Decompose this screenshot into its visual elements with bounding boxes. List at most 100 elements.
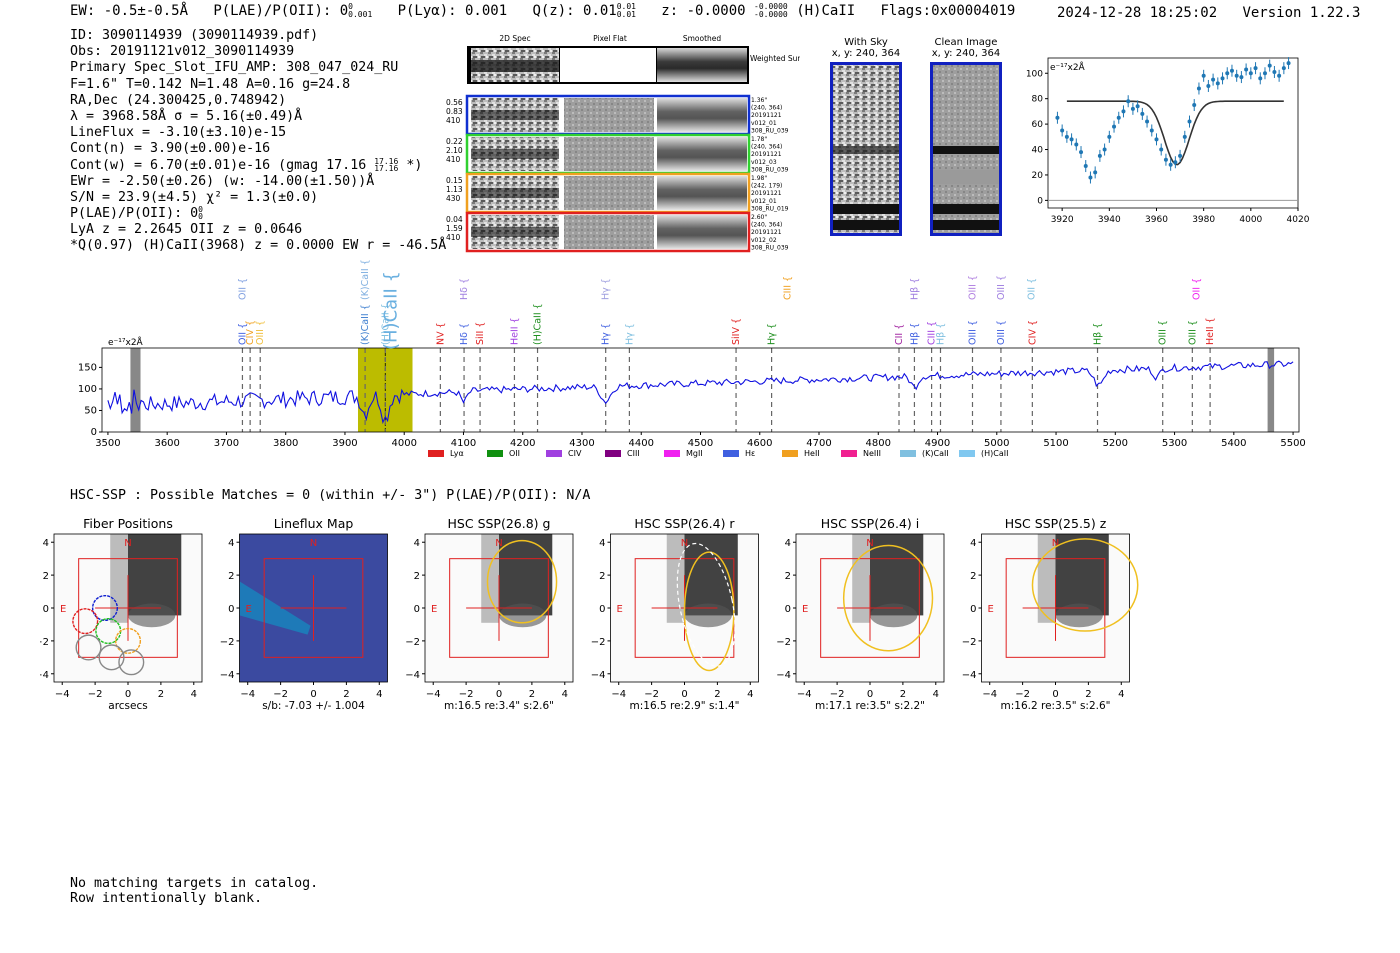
hsc-xtick-label: 4: [376, 689, 382, 700]
stamp-row-right-label: 1.78": [751, 136, 767, 143]
hsc-ytick-label: 2: [414, 571, 420, 582]
fit-point: [1211, 77, 1216, 82]
hsc-panel-title: HSC SSP(26.4) r: [634, 516, 735, 531]
hsc-ytick-label: 4: [785, 538, 791, 549]
hsc-east-label: E: [431, 604, 437, 615]
fit-point: [1163, 157, 1168, 162]
hsc-ytick-label: 0: [414, 604, 420, 615]
header-timestamp: 2024-12-28 18:25:02: [1057, 5, 1218, 21]
hsc-east-label: E: [988, 604, 994, 615]
fit-point: [1060, 128, 1065, 133]
stamp-row-left-label: 410: [446, 116, 461, 125]
spectrum-line-label: Hβ {: [935, 323, 946, 345]
hsc-xtick-label: 0: [681, 689, 687, 700]
fit-point: [1149, 128, 1154, 133]
fit-point: [1206, 83, 1211, 88]
spectrum-line-label: (H)CaII {: [380, 303, 391, 345]
fit-point: [1102, 147, 1107, 152]
stamp-row-right-label: v012_02: [751, 237, 777, 244]
fit-ytick-label: 100: [1026, 69, 1043, 79]
hsc-image-source: [499, 534, 553, 616]
header-plae-sub: 0.001: [348, 10, 373, 19]
fit-point: [1140, 111, 1145, 116]
hsc-ytick-label: 0: [228, 604, 234, 615]
fiber-position-circle: [72, 608, 99, 635]
stamp-2d-trace: [471, 188, 559, 198]
stamp-pixel-flat: [564, 137, 654, 171]
spectrum-units-label: e⁻¹⁷x2Å: [108, 336, 144, 348]
fit-point: [1112, 124, 1117, 129]
fit-point: [1281, 66, 1286, 71]
stamp-row-right-label: (242, 179): [751, 183, 782, 190]
fit-xtick-label: 3980: [1192, 215, 1215, 225]
spectrum-line-label-top: OII {: [1191, 278, 1202, 300]
hsc-panel-title: HSC SSP(25.5) z: [1005, 516, 1107, 531]
hsc-xtick-label: −2: [644, 689, 659, 700]
stamp-row-right-label: 2.60": [751, 214, 767, 221]
fit-point: [1121, 109, 1126, 114]
info-contw-sub: 17.16: [374, 163, 399, 173]
info-contw: Cont(w) = 6.70(±0.01)e-16 (gmag 17.16 17…: [70, 156, 423, 173]
hsc-ytick-label: −4: [220, 670, 235, 681]
hsc-image-source: [1055, 534, 1109, 616]
spectrum-ytick-label: 150: [78, 362, 97, 373]
spectrum-line-label: CIV {: [1027, 320, 1038, 345]
spectrum-legend-label: CIII: [627, 449, 640, 458]
hsc-panel: N E −4 −2 0 2 4 4 2 0 −2 −4 HSC SSP(25.5) z m:16.2 re…: [962, 516, 1139, 710]
spectrum-xtick-label: 5100: [1043, 438, 1068, 449]
hsc-north-label: N: [866, 538, 873, 549]
hsc-aperture-box: [263, 558, 364, 658]
stamp-row-left-label: 410: [446, 155, 461, 164]
hsc-xtick-label: 4: [747, 689, 753, 700]
fit-point: [1130, 106, 1135, 111]
stamp-2d-trace: [471, 227, 559, 237]
spectrum-line-label: OIII {: [1158, 320, 1169, 345]
hsc-ytick-label: 2: [599, 571, 605, 582]
hsc-panel: N E −4 −2 0 2 4 4 2 0 −2 −4 HSC SSP(26.8) g m:16.5 re…: [405, 516, 574, 710]
hsc-ytick-label: −2: [405, 637, 420, 648]
hsc-aperture-box: [1005, 558, 1106, 658]
spectrum-xtick-label: 5200: [1103, 438, 1128, 449]
fiber-position-circle: [75, 634, 102, 661]
hsc-east-label: E: [617, 604, 623, 615]
spectrum-legend-label: OII: [509, 449, 520, 458]
hsc-east-label: E: [802, 604, 808, 615]
spectrum-legend-swatch: [959, 450, 975, 457]
fit-point: [1145, 119, 1150, 124]
stamp-smoothed: [657, 176, 747, 210]
header-z-sub: -0.0000: [754, 10, 788, 19]
spectrum-xtick-label: 4600: [747, 438, 772, 449]
hsc-source-ellipse: [1031, 538, 1139, 632]
stamp-row-right-label: 20191121: [751, 151, 782, 158]
hsc-ytick-label: 0: [599, 604, 605, 615]
hsc-summary: HSC-SSP : Possible Matches = 0 (within +…: [70, 488, 591, 503]
hsc-xtick-label: −4: [982, 689, 997, 700]
spectrum-line-label-top: Hδ {: [459, 278, 470, 300]
fit-point: [1272, 69, 1277, 74]
stamp-row-right-label: (240, 364): [751, 105, 782, 112]
fit-point: [1267, 63, 1272, 68]
hsc-panel-title: Fiber Positions: [83, 516, 173, 531]
stamp-2d-trace: [471, 149, 559, 159]
spectrum-legend-swatch: [841, 450, 857, 457]
hsc-ytick-label: 2: [785, 571, 791, 582]
hsc-xtick-label: 2: [1085, 689, 1091, 700]
fit-point: [1069, 137, 1074, 142]
hsc-xtick-label: 4: [933, 689, 939, 700]
header-right: 2024-12-28 18:25:02 Version 1.22.3: [1057, 5, 1360, 21]
info-contn: Cont(n) = 3.90(±0.00)e-16: [70, 141, 271, 157]
info-q: *Q(0.97) (H)CaII(3968) z = 0.0000 EW r =…: [70, 238, 447, 254]
detection-info: ID: 3090114939 (3090114939.pdf) Obs: 201…: [70, 28, 446, 255]
clean-xy: x, y: 240, 364: [931, 48, 1001, 59]
hsc-xtick-label: −2: [88, 689, 103, 700]
spectrum-line-label: (K)CaII {: [360, 304, 371, 345]
spectrum-line-label-top: OIII {: [967, 275, 978, 300]
hsc-panel: N E −4 −2 0 2 4 4 2 0 −2 −4 Fiber Positions arcsecs: [40, 516, 203, 710]
spectrum-line-label: OII {: [237, 323, 248, 345]
hsc-source-ellipse: [683, 551, 735, 672]
fit-point: [1079, 150, 1084, 155]
with-sky-image: [830, 62, 902, 236]
spectrum-line-label: HeII {: [509, 317, 520, 345]
hsc-xtick-label: 0: [310, 689, 316, 700]
